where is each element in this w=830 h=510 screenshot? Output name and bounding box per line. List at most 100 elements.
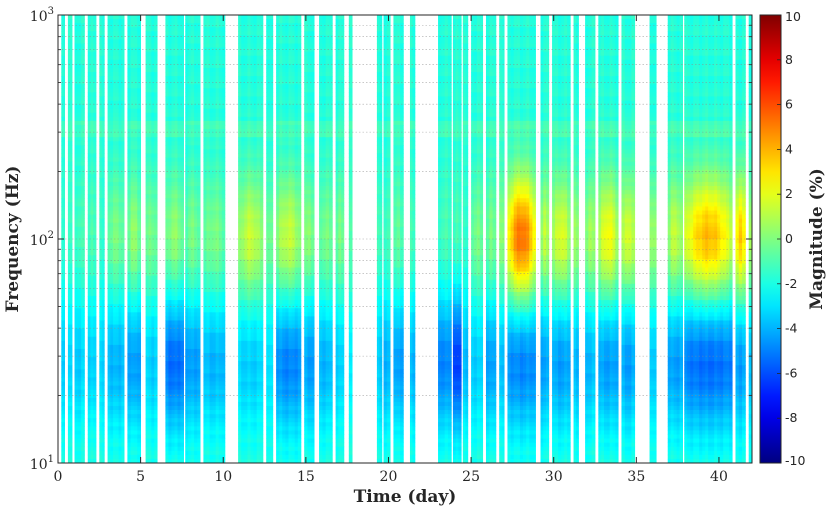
heatmap-cell: [178, 353, 181, 357]
heatmap-cell: [151, 398, 154, 402]
heatmap-cell: [197, 223, 200, 227]
heatmap-cell: [154, 329, 157, 333]
heatmap-cell: [102, 390, 105, 394]
heatmap-cell: [134, 361, 138, 365]
heatmap-cell: [191, 390, 194, 394]
heatmap-cell: [131, 56, 135, 60]
heatmap-cell: [191, 349, 194, 353]
heatmap-cell: [194, 426, 197, 430]
heatmap-cell: [134, 76, 138, 80]
heatmap-cell: [241, 426, 245, 430]
heatmap-cell: [151, 88, 154, 92]
heatmap-cell: [113, 292, 116, 296]
heatmap-cell: [108, 284, 111, 288]
heatmap-cell: [244, 44, 248, 48]
heatmap-cell: [197, 259, 200, 263]
heatmap-cell: [134, 137, 138, 141]
heatmap-cell: [131, 418, 135, 422]
heatmap-cell: [134, 125, 138, 129]
heatmap-cell: [247, 137, 251, 141]
heatmap-cell: [222, 44, 225, 48]
heatmap-cell: [116, 35, 119, 39]
heatmap-cell: [210, 410, 213, 414]
heatmap-cell: [108, 92, 111, 96]
heatmap-cell: [78, 377, 82, 381]
heatmap-cell: [238, 52, 242, 56]
heatmap-cell: [81, 276, 85, 280]
heatmap-cell: [102, 430, 105, 434]
heatmap-cell: [206, 60, 209, 64]
heatmap-cell: [148, 133, 151, 137]
heatmap-cell: [185, 455, 188, 459]
heatmap-cell: [222, 268, 225, 272]
heatmap-cell: [61, 402, 65, 406]
heatmap-cell: [134, 121, 138, 125]
heatmap-cell: [244, 227, 248, 231]
heatmap-cell: [178, 39, 181, 43]
heatmap-cell: [137, 406, 141, 410]
heatmap-cell: [127, 361, 131, 365]
heatmap-cell: [185, 308, 188, 312]
heatmap-cell: [146, 194, 149, 198]
heatmap-cell: [68, 377, 73, 381]
heatmap-cell: [222, 329, 225, 333]
heatmap-cell: [206, 268, 209, 272]
heatmap-cell: [81, 414, 85, 418]
heatmap-cell: [219, 455, 222, 459]
heatmap-cell: [185, 166, 188, 170]
heatmap-cell: [88, 39, 91, 43]
heatmap-cell: [99, 166, 102, 170]
heatmap-cell: [154, 133, 157, 137]
heatmap-cell: [148, 39, 151, 43]
heatmap-cell: [219, 174, 222, 178]
heatmap-cell: [116, 121, 119, 125]
heatmap-cell: [188, 149, 191, 153]
heatmap-cell: [61, 210, 65, 214]
heatmap-cell: [91, 455, 94, 459]
heatmap-cell: [110, 349, 113, 353]
heatmap-cell: [222, 31, 225, 35]
heatmap-cell: [244, 280, 248, 284]
heatmap-cell: [219, 365, 222, 369]
heatmap-cell: [68, 308, 73, 312]
heatmap-cell: [81, 251, 85, 255]
heatmap-cell: [206, 333, 209, 337]
heatmap-cell: [181, 206, 184, 210]
heatmap-cell: [110, 239, 113, 243]
heatmap-cell: [151, 255, 154, 259]
heatmap-cell: [88, 145, 91, 149]
heatmap-cell: [116, 129, 119, 133]
heatmap-cell: [171, 215, 174, 219]
heatmap-cell: [178, 259, 181, 263]
heatmap-cell: [154, 390, 157, 394]
heatmap-cell: [113, 390, 116, 394]
heatmap-cell: [108, 31, 111, 35]
heatmap-cell: [203, 129, 206, 133]
heatmap-cell: [102, 292, 105, 296]
heatmap-cell: [88, 377, 91, 381]
heatmap-cell: [108, 72, 111, 76]
heatmap-cell: [131, 96, 135, 100]
heatmap-cell: [181, 27, 184, 31]
heatmap-cell: [154, 105, 157, 109]
heatmap-cell: [188, 239, 191, 243]
heatmap-cell: [216, 276, 219, 280]
heatmap-cell: [206, 198, 209, 202]
heatmap-cell: [91, 56, 94, 60]
heatmap-cell: [151, 182, 154, 186]
heatmap-cell: [78, 390, 82, 394]
heatmap-cell: [178, 56, 181, 60]
heatmap-cell: [99, 382, 102, 386]
heatmap-cell: [213, 68, 216, 72]
heatmap-cell: [188, 312, 191, 316]
heatmap-cell: [108, 394, 111, 398]
heatmap-cell: [99, 219, 102, 223]
heatmap-cell: [137, 361, 141, 365]
heatmap-cell: [174, 210, 177, 214]
heatmap-cell: [137, 27, 141, 31]
heatmap-cell: [88, 410, 91, 414]
heatmap-cell: [102, 455, 105, 459]
heatmap-cell: [222, 149, 225, 153]
heatmap-cell: [99, 239, 102, 243]
heatmap-cell: [146, 206, 149, 210]
